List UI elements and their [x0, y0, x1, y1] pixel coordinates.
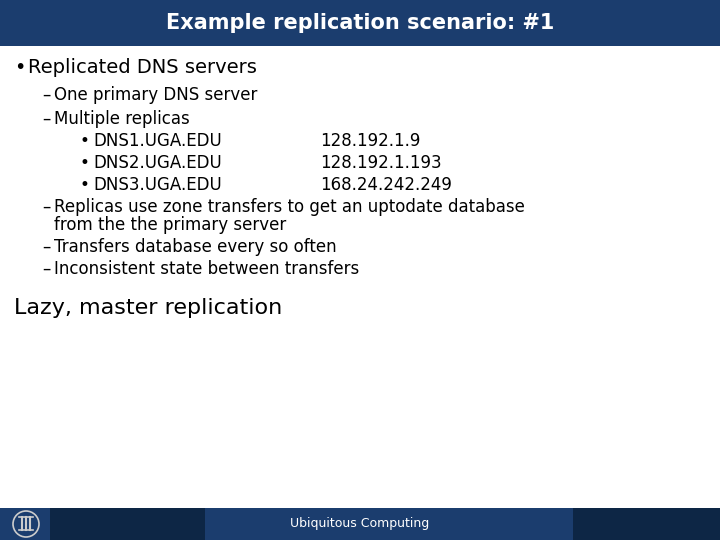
Text: Transfers database every so often: Transfers database every so often: [54, 238, 337, 256]
Text: Multiple replicas: Multiple replicas: [54, 110, 190, 128]
Text: –: –: [42, 238, 50, 256]
Bar: [50, 508, 205, 540]
Text: Inconsistent state between transfers: Inconsistent state between transfers: [54, 260, 359, 278]
Text: One primary DNS server: One primary DNS server: [54, 86, 257, 104]
Text: –: –: [42, 86, 50, 104]
Text: •: •: [80, 176, 90, 194]
Text: Lazy, master replication: Lazy, master replication: [14, 298, 282, 318]
Text: 168.24.242.249: 168.24.242.249: [320, 176, 452, 194]
Bar: [0, 0, 720, 46]
Text: •: •: [80, 132, 90, 150]
Text: Example replication scenario: #1: Example replication scenario: #1: [166, 13, 554, 33]
Text: DNS2.UGA.EDU: DNS2.UGA.EDU: [93, 154, 222, 172]
Text: from the the primary server: from the the primary server: [54, 216, 287, 234]
Text: Replicas use zone transfers to get an uptodate database: Replicas use zone transfers to get an up…: [54, 198, 525, 216]
Text: Replicated DNS servers: Replicated DNS servers: [28, 58, 257, 77]
Bar: [0, 508, 720, 540]
Text: DNS1.UGA.EDU: DNS1.UGA.EDU: [93, 132, 222, 150]
Bar: [573, 508, 720, 540]
Text: 128.192.1.9: 128.192.1.9: [320, 132, 420, 150]
Text: –: –: [42, 110, 50, 128]
Text: •: •: [80, 154, 90, 172]
Text: 128.192.1.193: 128.192.1.193: [320, 154, 441, 172]
Text: Ubiquitous Computing: Ubiquitous Computing: [290, 517, 430, 530]
Text: DNS3.UGA.EDU: DNS3.UGA.EDU: [93, 176, 222, 194]
Text: –: –: [42, 260, 50, 278]
Text: –: –: [42, 198, 50, 216]
Text: •: •: [14, 58, 25, 77]
